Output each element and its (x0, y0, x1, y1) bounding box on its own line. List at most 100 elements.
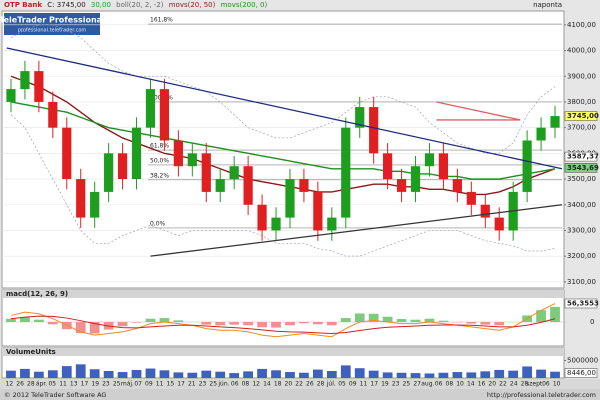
volume-bar (243, 371, 254, 378)
x-tick-label: 23 (199, 381, 207, 388)
candle-body (145, 89, 156, 128)
candle-body (187, 153, 197, 167)
volume-bar (33, 371, 44, 378)
footer-bar (0, 389, 600, 400)
volume-bar (340, 365, 351, 378)
histogram-bar (312, 322, 323, 325)
x-tick-label: 11 (156, 381, 164, 388)
signal-line (10, 315, 556, 335)
x-tick-label: 23 (102, 381, 110, 388)
candle-body (6, 89, 16, 102)
x-tick-label: 06 (231, 381, 239, 388)
histogram-bar (299, 322, 309, 324)
candle-body (243, 166, 253, 205)
candle-body (452, 179, 462, 192)
x-tick-label: szept. (526, 381, 544, 388)
x-tick-label: 14 (467, 381, 475, 388)
x-tick-label: 20 (488, 381, 496, 388)
x-tick-label: 13 (70, 381, 78, 388)
volume-bar (131, 369, 142, 378)
x-tick-label: 17 (177, 381, 185, 388)
volume-bar (173, 372, 184, 378)
histogram-bar (89, 322, 100, 334)
macd-line (10, 303, 556, 338)
candle-body (62, 127, 72, 180)
y-tick-label: 3200,00 (567, 252, 596, 260)
candle-body (438, 153, 449, 180)
candle-body (550, 116, 560, 128)
volume-bar (271, 370, 281, 378)
histogram-bar (6, 318, 16, 322)
candle-body (201, 153, 211, 192)
histogram-bar (536, 310, 546, 322)
x-tick-label: 06 (542, 381, 550, 388)
x-tick-label: 22 (499, 381, 507, 388)
histogram-bar (410, 319, 421, 322)
indicator-line (10, 75, 556, 196)
candle-body (90, 191, 100, 218)
candle-body (536, 127, 546, 141)
histogram-bar (243, 322, 254, 326)
candle-body (410, 166, 421, 192)
candle-body (313, 191, 323, 231)
volume-bar (368, 370, 379, 378)
x-tick-label: 17 (81, 381, 89, 388)
price-marker-label: 3745,00 (567, 112, 599, 120)
histogram-bar (215, 322, 226, 326)
footer-url: http://professional.teletrader.com (487, 391, 596, 399)
indicator: movs(200, 0) (221, 1, 268, 9)
x-tick-label: jún. (217, 381, 229, 388)
x-tick-label: 12 (6, 381, 14, 388)
period: naponta (533, 1, 562, 9)
x-tick-label: 18 (274, 381, 282, 388)
x-tick-label: 19 (381, 381, 389, 388)
x-tick-label: 28 (27, 381, 35, 388)
candle-body (173, 140, 183, 167)
x-tick-label: 28 (317, 381, 325, 388)
y-tick-label: 3100,00 (567, 278, 596, 286)
volume-header (2, 348, 564, 356)
x-tick-label: 25 (209, 381, 217, 388)
indicator-line (10, 114, 556, 257)
x-tick-label: 16 (478, 381, 486, 388)
histogram-bar (131, 322, 142, 323)
histogram-bar (47, 322, 58, 325)
candle-body (466, 191, 476, 205)
histogram-bar (117, 322, 128, 327)
volume-bar (89, 369, 100, 378)
price-marker-label: 3543,69 (567, 164, 599, 172)
volume-bar (6, 370, 16, 378)
volume-bar (103, 371, 114, 378)
indicator-line (10, 101, 556, 180)
volume-bar (424, 373, 435, 378)
x-tick-label: aug. (421, 381, 434, 388)
x-tick-label: 11 (59, 381, 67, 388)
logo-title: TeleTrader Professional (0, 16, 105, 25)
volume-bar (61, 366, 72, 378)
volume-bar (410, 373, 421, 378)
logo-url: professional.teletrader.com (18, 28, 87, 34)
histogram-bar (480, 322, 491, 325)
x-tick-label: 06 (435, 381, 443, 388)
x-tick-label: 28 (521, 381, 529, 388)
fib-label: 161,8% (150, 17, 173, 24)
x-tick-label: 09 (349, 381, 357, 388)
candle-body (369, 107, 379, 154)
fib-label: 50,0% (150, 157, 169, 164)
value-marker (564, 298, 598, 309)
histogram-bar (33, 319, 44, 322)
histogram-bar (382, 316, 393, 322)
x-tick-label: 09 (145, 381, 153, 388)
value-marker-label: 8446,00 (567, 369, 596, 377)
header: OTP Bank C: 3745,00 30,00 boll(20, 2, -2… (4, 1, 267, 9)
x-tick-label: 10 (553, 381, 561, 388)
histogram-bar (201, 322, 212, 325)
trendline (6, 47, 563, 170)
candle-body (396, 179, 407, 192)
candle-body (271, 217, 281, 231)
candle-body (355, 107, 365, 128)
histogram-bar (257, 322, 267, 328)
volume-bar (550, 371, 560, 378)
x-tick-label: 11 (360, 381, 368, 388)
indicator-line (10, 24, 556, 154)
